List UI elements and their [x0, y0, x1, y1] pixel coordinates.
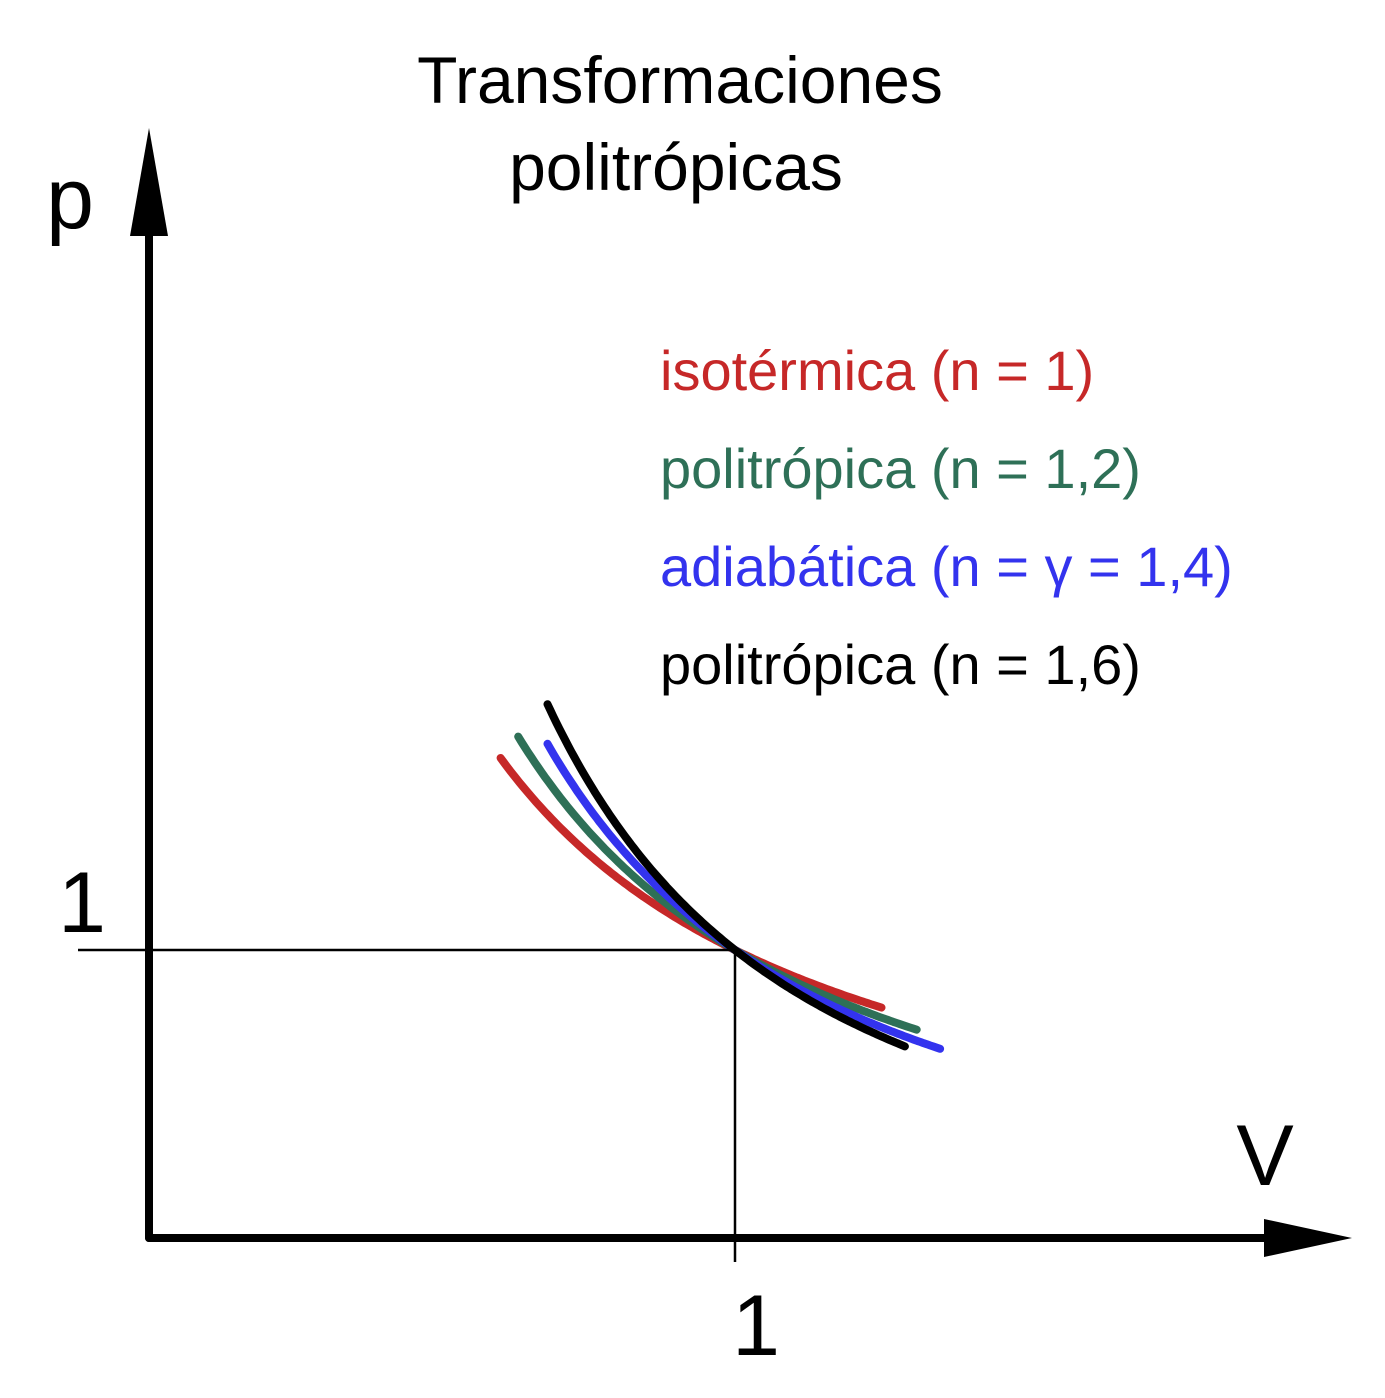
y-axis-arrowhead — [130, 128, 168, 236]
legend-entry-1: isotérmica (n = 1) — [660, 339, 1094, 402]
chart-title-line-2: politrópicas — [509, 130, 843, 204]
x-axis-arrowhead — [1264, 1219, 1352, 1257]
legend-entry-3: adiabática (n = γ = 1,4) — [660, 535, 1233, 598]
x-tick-label: 1 — [732, 1278, 780, 1374]
x-axis-label: V — [1236, 1108, 1293, 1204]
legend: isotérmica (n = 1) politrópica (n = 1,2) a… — [660, 339, 1233, 696]
legend-entry-4: politrópica (n = 1,6) — [660, 633, 1141, 696]
series-line-2 — [514, 732, 921, 1034]
curves — [496, 700, 945, 1053]
series-line-3 — [543, 739, 945, 1053]
y-axis-label: p — [46, 151, 94, 247]
legend-entry-2: politrópica (n = 1,2) — [660, 437, 1141, 500]
series-line-4 — [543, 700, 909, 1051]
y-tick-label: 1 — [58, 855, 106, 951]
chart-title-line-1: Transformaciones — [417, 43, 943, 117]
